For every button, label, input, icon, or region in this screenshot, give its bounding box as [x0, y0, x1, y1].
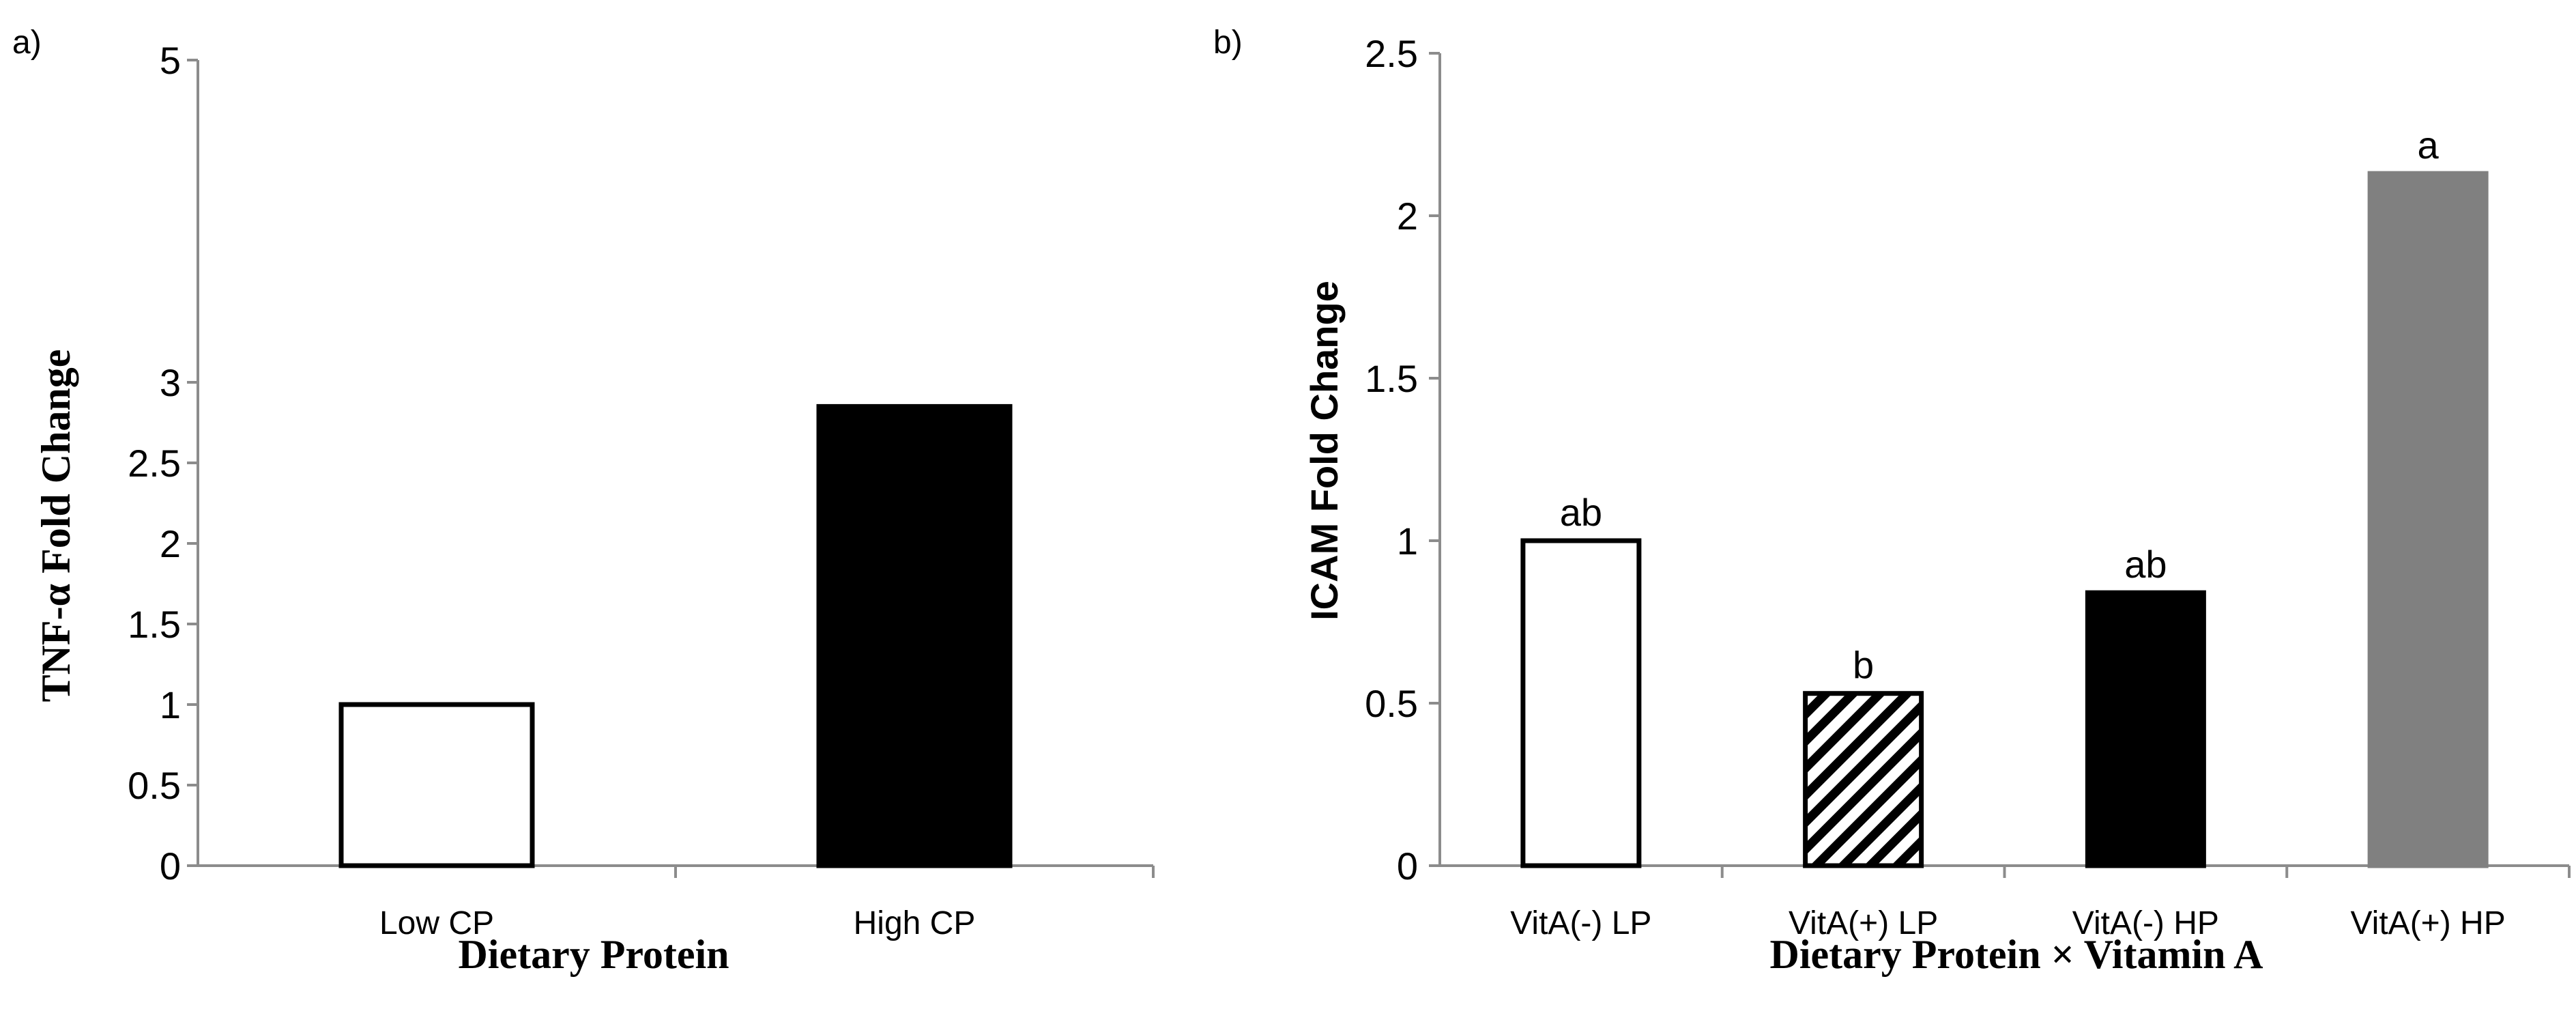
chart-a-y-tick-label: 0: [160, 844, 181, 888]
chart-b-y-tick-label: 1: [1397, 520, 1418, 563]
chart-a-bars: [338, 403, 1013, 868]
chart-b-category-label-3: VitA(-) HP: [2072, 905, 2219, 941]
chart-a-y-tick-label: 1.5: [128, 603, 181, 646]
chart-b-bar-3: [2085, 590, 2206, 868]
chart-a-y-tick-label: 2: [160, 522, 181, 565]
chart-b-y-axis-title: ICAM Fold Change: [1303, 281, 1346, 621]
chart-a-bar-2: [816, 403, 1013, 868]
panel-label-a: a): [12, 25, 42, 61]
chart-a-y-tick-label: 1: [160, 683, 181, 726]
chart-b-category-label-2: VitA(+) LP: [1789, 905, 1938, 941]
chart-a-x-axis-title: Dietary Protein: [458, 932, 729, 977]
panel-label-b: b): [1213, 25, 1243, 61]
chart-a-bar-1: [338, 702, 535, 868]
chart-b-data-label-1: ab: [1560, 491, 1602, 534]
chart-b-bar-2: [1803, 691, 1924, 868]
chart-a-y-tick-label: 5: [160, 39, 181, 82]
chart-a-x-categories: Low CP High CP: [379, 905, 975, 941]
chart-a-y-axis-title: TNF-α Fold Change: [33, 350, 78, 702]
chart-b-icam: b) 00.511.522.5 VitA(-) LP VitA(+) LP VitA…: [1213, 25, 2571, 977]
chart-b-data-labels: ab b ab a: [1560, 124, 2440, 687]
chart-b-y-ticks: 0 0.5 1 1.5 2 2.5: [1365, 32, 2571, 888]
chart-a-y-tick-label: 0.5: [128, 764, 181, 807]
chart-b-y-tick-label: 2.5: [1365, 32, 1418, 75]
chart-a-category-label-2: High CP: [854, 905, 976, 941]
chart-a-y-tick-label: 3: [160, 361, 181, 404]
chart-b-bars: [1520, 171, 2489, 868]
chart-a-y-ticks: 0 0.5 1 1.5 2 2.5 3 5: [128, 39, 1155, 888]
chart-b-y-tick-label: 0: [1397, 844, 1418, 888]
chart-b-y-tick-label: 0.5: [1365, 682, 1418, 725]
chart-b-x-categories: VitA(-) LP VitA(+) LP VitA(-) HP VitA(+) HP: [1510, 905, 2505, 941]
chart-a-y-tick-label: 2.5: [128, 442, 181, 485]
chart-b-y-tick-label: 1.5: [1365, 357, 1418, 400]
chart-b-bar-4: [2367, 171, 2489, 868]
chart-b-data-label-2: b: [1853, 644, 1874, 687]
chart-b-x-axis-title: Dietary Protein × Vitamin A: [1770, 932, 2263, 977]
chart-b-data-label-3: ab: [2124, 543, 2167, 586]
chart-b-data-label-4: a: [2418, 124, 2440, 167]
chart-b-category-label-4: VitA(+) HP: [2351, 905, 2506, 941]
chart-a-tnf-alpha: a) 0 0.5 1 1.5 2 2.5 3 5 Low CP High CP Dietary …: [12, 25, 1155, 977]
chart-b-y-tick-label: 2: [1397, 195, 1418, 238]
chart-a-category-label-1: Low CP: [379, 905, 494, 941]
chart-b-bar-1: [1520, 538, 1642, 868]
chart-b-category-label-1: VitA(-) LP: [1510, 905, 1651, 941]
